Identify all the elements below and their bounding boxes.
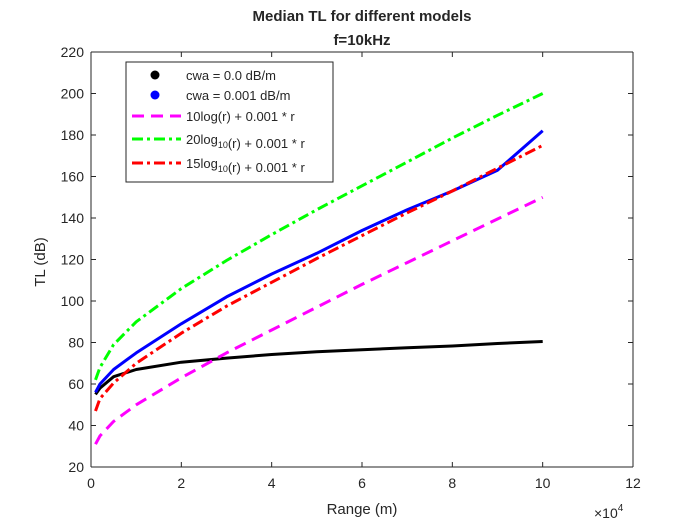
x-tick-label: 4	[268, 475, 276, 491]
legend-label-part: 20log	[186, 132, 218, 147]
legend-label-part: 15log	[186, 156, 218, 171]
y-tick-label: 100	[61, 293, 85, 309]
series-line-1	[94, 340, 543, 396]
x-exponent-label: ×104	[594, 503, 624, 521]
legend-label-4: 20log10(r) + 0.001 * r	[186, 132, 305, 151]
series-line-4	[94, 92, 544, 381]
legend-label-2: cwa = 0.001 dB/m	[186, 88, 290, 103]
legend-label-part: cwa = 0.001 dB/m	[186, 88, 290, 103]
legend-label-subscript: 10	[218, 140, 228, 150]
y-tick-label: 140	[61, 210, 85, 226]
legend-label-5: 15log10(r) + 0.001 * r	[186, 156, 305, 175]
x-tick-label: 8	[448, 475, 456, 491]
legend-marker-1	[150, 70, 160, 80]
plot-area: 0 2 4 6 8 10 12 20 40 60 80 100 120 140 160 180 200 220	[61, 44, 641, 491]
y-axis-label: TL (dB)	[32, 237, 49, 286]
legend-label-subscript: 10	[218, 164, 228, 174]
legend-label-part: (r) + 0.001 * r	[228, 160, 306, 175]
x-tick-label: 6	[358, 475, 366, 491]
x-exponent-power: 4	[618, 503, 624, 514]
y-tick-label: 220	[61, 44, 85, 60]
legend-label-part: 10log(r) + 0.001 * r	[186, 109, 295, 124]
y-tick-label: 80	[68, 335, 84, 351]
legend-label-1: cwa = 0.0 dB/m	[186, 68, 276, 83]
x-exponent-base: ×10	[594, 505, 618, 521]
x-axis-label: Range (m)	[327, 501, 398, 518]
y-tick-label: 20	[68, 459, 84, 475]
x-tick-label: 2	[177, 475, 185, 491]
y-tick-label: 60	[68, 376, 84, 392]
series-line-3	[94, 195, 544, 445]
legend-label-3: 10log(r) + 0.001 * r	[186, 109, 295, 124]
x-tick-label: 10	[535, 475, 551, 491]
series-line-5	[94, 144, 544, 412]
y-tick-label: 160	[61, 169, 85, 185]
y-tick-label: 180	[61, 127, 85, 143]
x-tick-label: 0	[87, 475, 95, 491]
y-tick-label: 200	[61, 86, 85, 102]
chart-title: Median TL for different models	[253, 8, 472, 25]
y-tick-label: 120	[61, 252, 85, 268]
legend-label-part: (r) + 0.001 * r	[228, 136, 306, 151]
legend-marker-2	[150, 90, 160, 100]
x-tick-label: 12	[625, 475, 641, 491]
legend: cwa = 0.0 dB/m cwa = 0.001 dB/m 10log(r) +…	[125, 61, 334, 183]
legend-label-part: cwa = 0.0 dB/m	[186, 68, 276, 83]
chart-subtitle: f=10kHz	[333, 32, 390, 49]
y-tick-label: 40	[68, 418, 84, 434]
